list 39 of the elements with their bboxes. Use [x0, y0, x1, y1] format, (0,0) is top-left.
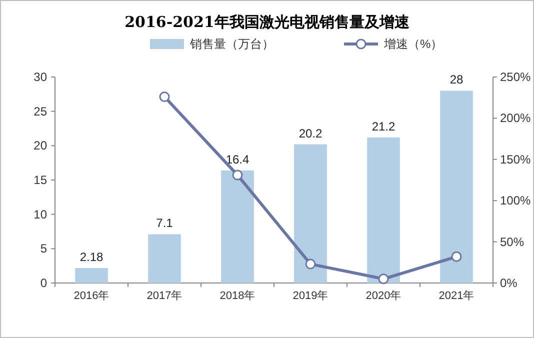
legend-label: 销售量（万台） — [189, 37, 274, 51]
point — [305, 258, 316, 270]
y-tick-label: 15 — [34, 173, 48, 187]
x-tick-label: 2020年 — [366, 290, 402, 302]
x-tick-label: 2021年 — [438, 290, 474, 302]
data-label: 21.2 — [372, 119, 396, 134]
point — [378, 274, 389, 284]
y2-tick-label: 0% — [500, 276, 518, 290]
y-tick-label: 5 — [40, 242, 48, 256]
bar — [440, 90, 473, 283]
point — [451, 251, 462, 262]
legend-label: 增速（%） — [383, 37, 443, 51]
data-label: 16.4 — [226, 152, 250, 166]
x-tick-label: 2016年 — [74, 290, 110, 302]
y-tick-label: 0 — [40, 276, 48, 290]
y-tick-label: 10 — [34, 207, 48, 222]
point — [159, 92, 170, 102]
x-tick-label: 2018年 — [220, 290, 256, 302]
y2-tick-label: 50% — [500, 234, 524, 249]
y2-tick-label: 100% — [500, 194, 532, 208]
data-label: 20.2 — [298, 126, 322, 140]
bar — [148, 234, 181, 283]
bar — [294, 144, 327, 283]
x-tick-label: 2019年 — [292, 290, 328, 302]
y-tick-label: 25 — [34, 104, 48, 118]
y-tick-label: 30 — [34, 70, 48, 84]
point — [232, 170, 243, 180]
y2-tick-label: 150% — [500, 152, 532, 166]
y2-tick-label: 200% — [500, 111, 532, 126]
data-label: 7.1 — [156, 216, 174, 230]
chart-title: 2016-2021年我国激光电视销售量及增速 — [124, 13, 410, 31]
bar — [75, 268, 108, 283]
y2-tick-label: 250% — [500, 70, 532, 84]
data-label: 2.18 — [80, 250, 104, 264]
y-tick-label: 20 — [34, 138, 48, 153]
data-label: 28 — [450, 72, 464, 87]
x-tick-label: 2017年 — [146, 290, 182, 302]
bar — [367, 137, 400, 283]
bar — [221, 170, 254, 283]
